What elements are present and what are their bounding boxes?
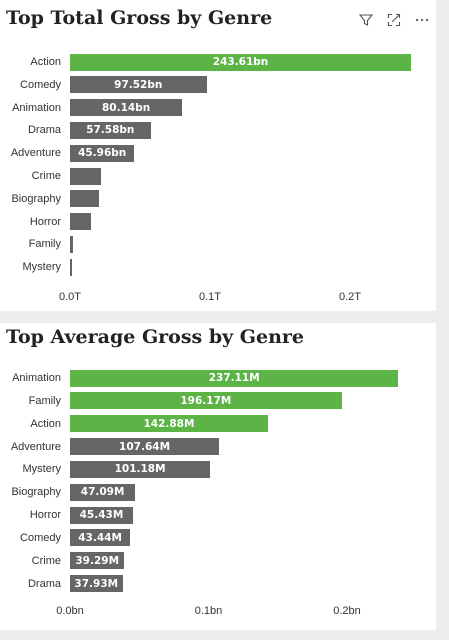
x-tick-label: 0.1bn [194,605,223,617]
bar-data-label: 37.93M [74,577,119,590]
bar-data-label: 47.09M [80,486,125,499]
bar[interactable] [70,438,220,456]
category-label: Crime [31,554,61,567]
bar[interactable] [70,575,123,593]
bar[interactable] [70,76,207,94]
total-gross-chart-panel: Top Total Gross by Genre Action 243.61bn C… [0,0,436,311]
bar-data-label: 97.52bn [114,78,163,91]
bar[interactable] [70,483,136,501]
bar-data-label: 45.96bn [78,147,127,160]
category-label: Adventure [10,440,61,453]
bar-data-label: 39.29M [75,554,120,567]
bar[interactable] [70,235,73,253]
category-label: Crime [31,170,61,182]
bar-data-label: 45.43M [79,509,124,522]
category-label: Drama [27,124,61,137]
bar[interactable] [70,167,101,185]
filter-icon [358,12,374,28]
category-label: Mystery [22,261,62,274]
category-label: Biography [11,192,61,205]
category-label: Action [30,56,61,68]
bar-data-label: 80.14bn [101,101,151,114]
category-label: Animation [12,101,61,114]
bar[interactable] [70,190,100,208]
visual-header-toolbar [352,6,436,34]
category-label: Family [28,394,61,407]
bar[interactable] [70,506,133,524]
bar[interactable] [70,415,268,433]
bar[interactable] [70,99,183,117]
x-tick-label: 0.2bn [333,605,361,617]
filter-button[interactable] [352,6,380,34]
x-tick-label: 0.0bn [56,605,84,617]
bar-data-label: 243.61bn [212,56,269,68]
chart-title: Top Average Gross by Genre [6,326,305,348]
category-label: Horror [29,215,61,228]
bar[interactable] [70,144,135,162]
bar[interactable] [70,213,91,231]
bar[interactable] [70,369,399,387]
bar[interactable] [70,460,211,478]
bar-data-label: 101.18M [114,463,166,476]
bar[interactable] [70,258,73,276]
focus-mode-icon [386,12,402,28]
bar-data-label: 107.64M [119,440,171,453]
category-label: Horror [29,509,61,522]
category-label: Mystery [22,463,62,476]
bar[interactable] [70,529,131,547]
category-label: Comedy [20,78,61,91]
average-gross-chart-panel: Top Average Gross by Genre Animation 237.… [0,323,436,630]
bar-data-label: 237.11M [208,372,260,384]
x-tick-label: 0.1T [198,291,222,303]
focus-mode-button[interactable] [380,6,408,34]
x-tick-label: 0.0T [58,291,82,303]
category-label: Biography [11,486,61,499]
category-label: Animation [12,372,61,384]
bar-data-label: 43.44M [78,531,122,544]
x-tick-label: 0.2T [338,291,362,303]
bar-data-label: 196.17M [180,394,232,407]
bar[interactable] [70,392,342,410]
category-label: Adventure [10,147,61,160]
category-label: Drama [27,577,61,590]
more-options-button[interactable] [408,6,436,34]
category-label: Comedy [20,531,61,544]
bar-data-label: 57.58bn [86,124,135,137]
bar-data-label: 142.88M [143,417,195,430]
bar[interactable] [70,53,412,71]
bar[interactable] [70,121,151,139]
chart-title: Top Total Gross by Genre [6,7,273,29]
more-options-icon [414,12,430,28]
category-label: Action [30,417,61,430]
category-label: Family [28,238,61,251]
bar[interactable] [70,552,125,570]
